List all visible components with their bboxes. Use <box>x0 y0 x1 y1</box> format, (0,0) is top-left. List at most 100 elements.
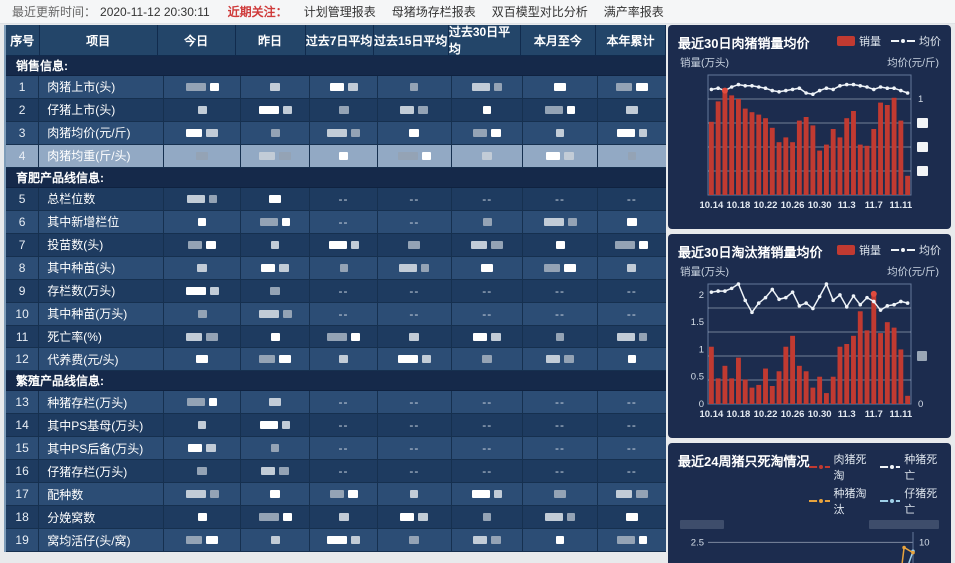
dash-value: -- <box>626 395 637 410</box>
chart-legend: 销量 均价 <box>837 33 941 49</box>
redacted-value-block <box>186 332 203 341</box>
table-row[interactable]: 5 总栏位数 -- -- -- -- -- <box>6 187 666 211</box>
row-label: 存栏数(万头) <box>39 279 165 302</box>
redacted-value-block <box>564 355 575 364</box>
redacted-value-block <box>399 263 418 272</box>
table-row[interactable]: 4 肉猪均重(斤/头) <box>6 144 666 168</box>
table-row[interactable]: 3 肉猪均价(元/斤) <box>6 121 666 145</box>
update-time-label: 最近更新时间： <box>12 5 97 19</box>
table-row[interactable]: 12 代养费(元/头) <box>6 348 666 372</box>
legend-item-种猪死亡[interactable]: 种猪死亡 <box>880 451 941 483</box>
cell-value <box>164 391 242 414</box>
row-number: 6 <box>6 210 40 233</box>
table-row[interactable]: 8 其中种苗(头) <box>6 256 666 280</box>
svg-text:1: 1 <box>918 94 923 105</box>
redacted-value-block <box>327 536 348 545</box>
redacted-value-block <box>339 263 348 272</box>
redacted-value-block <box>206 128 219 137</box>
cell-value: -- <box>523 279 598 302</box>
redacted-value-block <box>198 421 207 430</box>
redacted-value-block <box>258 105 279 114</box>
table-row[interactable]: 14 其中PS基母(万头) -- -- -- -- -- <box>6 414 666 438</box>
cell-value <box>241 144 311 167</box>
dash-value: -- <box>409 306 420 321</box>
legend-item-均价[interactable]: 均价 <box>891 242 941 258</box>
table-row[interactable]: 17 配种数 <box>6 483 666 507</box>
table-row[interactable]: 15 其中PS后备(万头) -- -- -- -- -- <box>6 437 666 461</box>
row-number: 1 <box>6 76 40 98</box>
table-row[interactable]: 19 窝均活仔(头/窝) <box>6 529 666 553</box>
chart-plot: 1 10.14 10.18 10.22 10.26 10.30 11.3 11.7 11.11 <box>699 74 928 211</box>
cell-value <box>523 256 598 279</box>
legend-item-仔猪死亡[interactable]: 仔猪死亡 <box>880 485 941 517</box>
axis-title-row <box>680 520 939 529</box>
redacted-value-block <box>400 513 415 522</box>
redacted-value-block <box>270 490 281 499</box>
link-sow-farm-report[interactable]: 母猪场存栏报表 <box>391 5 476 19</box>
table-row[interactable]: 2 仔猪上市(头) <box>6 98 666 122</box>
cell-value <box>241 414 311 437</box>
table-row[interactable]: 10 其中种苗(万头) -- -- -- -- -- <box>6 302 666 326</box>
dash-value: -- <box>555 283 566 298</box>
row-label: 肉猪均价(元/斤) <box>39 121 165 144</box>
svg-text:10.30: 10.30 <box>808 200 832 211</box>
legend-item-肉猪死淘[interactable]: 肉猪死淘 <box>809 451 870 483</box>
table-row[interactable]: 18 分娩窝数 <box>6 506 666 530</box>
cell-value: -- <box>523 391 598 414</box>
dash-value: -- <box>482 395 493 410</box>
table-row[interactable]: 9 存栏数(万头) -- -- -- -- -- <box>6 279 666 303</box>
column-header: 本年累计 <box>596 25 666 56</box>
cell-value <box>164 325 242 348</box>
redacted-value-block <box>639 240 649 249</box>
row-number: 2 <box>6 98 40 121</box>
row-number: 10 <box>6 302 40 325</box>
link-plan-report[interactable]: 计划管理报表 <box>303 5 376 19</box>
row-label: 肉猪均重(斤/头) <box>39 144 165 167</box>
legend-item-种猪淘汰[interactable]: 种猪淘汰 <box>809 485 870 517</box>
redacted-value-block <box>567 217 577 226</box>
legend-item-销量[interactable]: 销量 <box>837 33 881 49</box>
redacted-value-block <box>209 82 219 91</box>
redacted-value-block <box>329 490 344 499</box>
link-capacity-report[interactable]: 满产率报表 <box>603 5 664 19</box>
redacted-value-block <box>197 513 207 522</box>
row-label: 死亡率(%) <box>39 325 165 348</box>
column-header: 序号 <box>6 25 40 56</box>
redacted-value-block <box>555 240 565 249</box>
cell-value: -- <box>523 437 598 460</box>
table-row[interactable]: 11 死亡率(%) <box>6 325 666 349</box>
cell-value <box>241 460 311 483</box>
cell-value <box>452 76 524 98</box>
redacted-value-block <box>545 513 564 522</box>
cell-value <box>452 210 524 233</box>
cell-value <box>310 348 378 371</box>
cell-value <box>598 99 666 121</box>
column-header: 过去7日平均 <box>305 25 374 56</box>
row-label: 总栏位数 <box>39 187 165 210</box>
redacted-value-block <box>400 105 415 114</box>
table-row[interactable]: 13 种猪存栏(万头) -- -- -- -- -- <box>6 391 666 415</box>
table-row[interactable]: 1 肉猪上市(头) <box>6 76 666 99</box>
redacted-value-block <box>206 444 217 453</box>
table-row[interactable]: 16 仔猪存栏(万头) -- -- -- -- -- <box>6 460 666 484</box>
cell-value <box>452 121 524 144</box>
row-number: 8 <box>6 256 40 279</box>
update-time-value: 2020-11-12 20:30:11 <box>100 4 210 19</box>
y-axis-title-right-redacted <box>869 520 939 529</box>
redacted-value-block <box>339 355 349 364</box>
cell-value <box>598 234 666 256</box>
redacted-value-block <box>472 490 491 499</box>
cell-value <box>241 233 311 256</box>
link-model-compare-report[interactable]: 双百模型对比分析 <box>491 5 588 19</box>
redacted-value-block <box>328 240 347 249</box>
redacted-value-block <box>410 82 419 91</box>
redacted-value-block <box>197 467 208 476</box>
table-row[interactable]: 7 投苗数(头) <box>6 233 666 257</box>
row-label: 肉猪上市(头) <box>39 76 165 98</box>
cell-value <box>452 256 524 279</box>
table-row[interactable]: 6 其中新增栏位 -- -- <box>6 210 666 234</box>
y-axis-title-left-redacted <box>680 520 724 529</box>
legend-item-销量[interactable]: 销量 <box>837 242 881 258</box>
legend-item-均价[interactable]: 均价 <box>891 33 941 49</box>
svg-text:0: 0 <box>918 399 923 410</box>
